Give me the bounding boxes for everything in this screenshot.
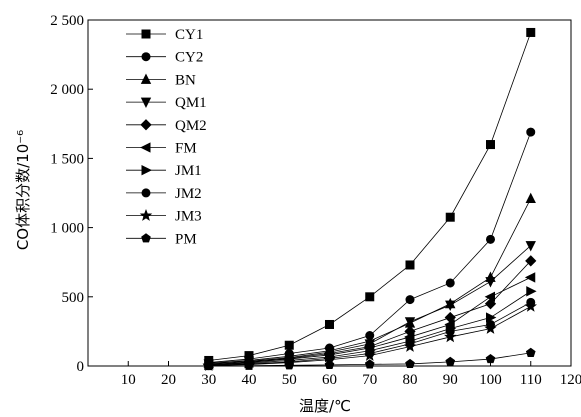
data-point [484, 291, 496, 302]
legend-item: JM1 [126, 163, 202, 179]
x-tick-label: 40 [242, 372, 257, 388]
y-axis-title: CO体积分数/10⁻⁶ [14, 130, 32, 250]
y-tick-label: 500 [62, 290, 85, 306]
legend-marker [140, 142, 151, 153]
y-tick-label: 2 000 [50, 82, 84, 98]
data-point [444, 330, 457, 343]
data-point [484, 298, 497, 310]
data-point [526, 127, 536, 137]
series-line [208, 32, 532, 361]
data-point [485, 312, 497, 323]
data-point [525, 192, 536, 204]
data-point [405, 295, 415, 305]
data-point [485, 277, 496, 288]
data-point [363, 349, 376, 361]
x-tick-label: 50 [282, 372, 297, 388]
data-point [525, 255, 537, 267]
legend-marker [141, 52, 151, 62]
legend-item: BN [126, 72, 196, 88]
x-tick-label: 30 [201, 372, 216, 388]
y-tick-label: 1 500 [50, 151, 84, 167]
legend-label: QM1 [175, 95, 207, 111]
legend-item: QM1 [126, 95, 207, 111]
legend-label: BN [175, 72, 196, 88]
data-point [484, 322, 497, 334]
data-point [485, 140, 495, 150]
x-tick-label: 100 [479, 372, 502, 388]
data-point [525, 241, 536, 252]
data-point [524, 272, 536, 283]
legend-label: JM1 [175, 163, 202, 179]
x-tick-label: 10 [121, 372, 136, 388]
series-layer [202, 27, 537, 371]
data-point [525, 347, 536, 357]
data-point [365, 292, 375, 302]
legend-label: PM [175, 231, 197, 247]
data-point [404, 317, 416, 328]
legend-label: CY1 [175, 27, 203, 43]
x-tick-label: 70 [362, 372, 377, 388]
data-point [524, 299, 537, 312]
legend-marker [140, 119, 152, 131]
data-point [445, 278, 455, 288]
legend-item: QM2 [126, 118, 207, 134]
legend-item: JM2 [126, 186, 202, 202]
data-point [526, 286, 537, 297]
x-tick-label: 20 [161, 372, 176, 388]
legend-marker [141, 165, 152, 176]
series-cy1 [204, 27, 536, 365]
data-point [445, 300, 456, 311]
legend-marker [140, 97, 152, 108]
ticks-layer: 10 20 30 40 50 60 70 80 90 100 110 120 0 500 1 000 1 50… [50, 13, 581, 388]
legend-label: JM2 [175, 186, 202, 202]
legend-item: PM [126, 231, 197, 247]
legend-label: CY2 [175, 50, 203, 66]
x-tick-label: 90 [443, 372, 458, 388]
legend-marker [139, 209, 153, 221]
x-tick-label: 120 [560, 372, 581, 388]
data-point [445, 212, 455, 222]
series-line [208, 131, 532, 363]
legend-marker [141, 29, 151, 39]
legend-marker [140, 73, 152, 84]
data-point [403, 340, 417, 352]
legend-marker [141, 188, 151, 198]
legend-label: QM2 [175, 118, 207, 134]
legend-marker [141, 233, 151, 243]
y-tick-label: 2 500 [50, 13, 84, 29]
series-cy2 [204, 127, 536, 368]
data-point [284, 340, 294, 350]
y-tick-label: 1 000 [50, 221, 84, 237]
legend: CY1 CY2 BN QM1 QM2 FM JM1 JM2 JM3 PM [126, 27, 207, 247]
legend-item: FM [126, 141, 197, 157]
x-tick-label: 80 [403, 372, 418, 388]
legend-item: CY1 [126, 27, 203, 43]
data-point [405, 260, 415, 270]
legend-item: JM3 [126, 209, 202, 225]
data-point [526, 27, 536, 37]
data-point [485, 234, 495, 244]
data-point [324, 319, 334, 329]
legend-item: CY2 [126, 50, 203, 66]
legend-label: FM [175, 141, 197, 157]
legend-label: JM3 [175, 209, 202, 225]
x-tick-label: 60 [322, 372, 337, 388]
x-tick-label: 110 [520, 372, 542, 388]
x-axis-title: 温度/℃ [299, 397, 351, 415]
y-tick-label: 0 [77, 359, 85, 375]
